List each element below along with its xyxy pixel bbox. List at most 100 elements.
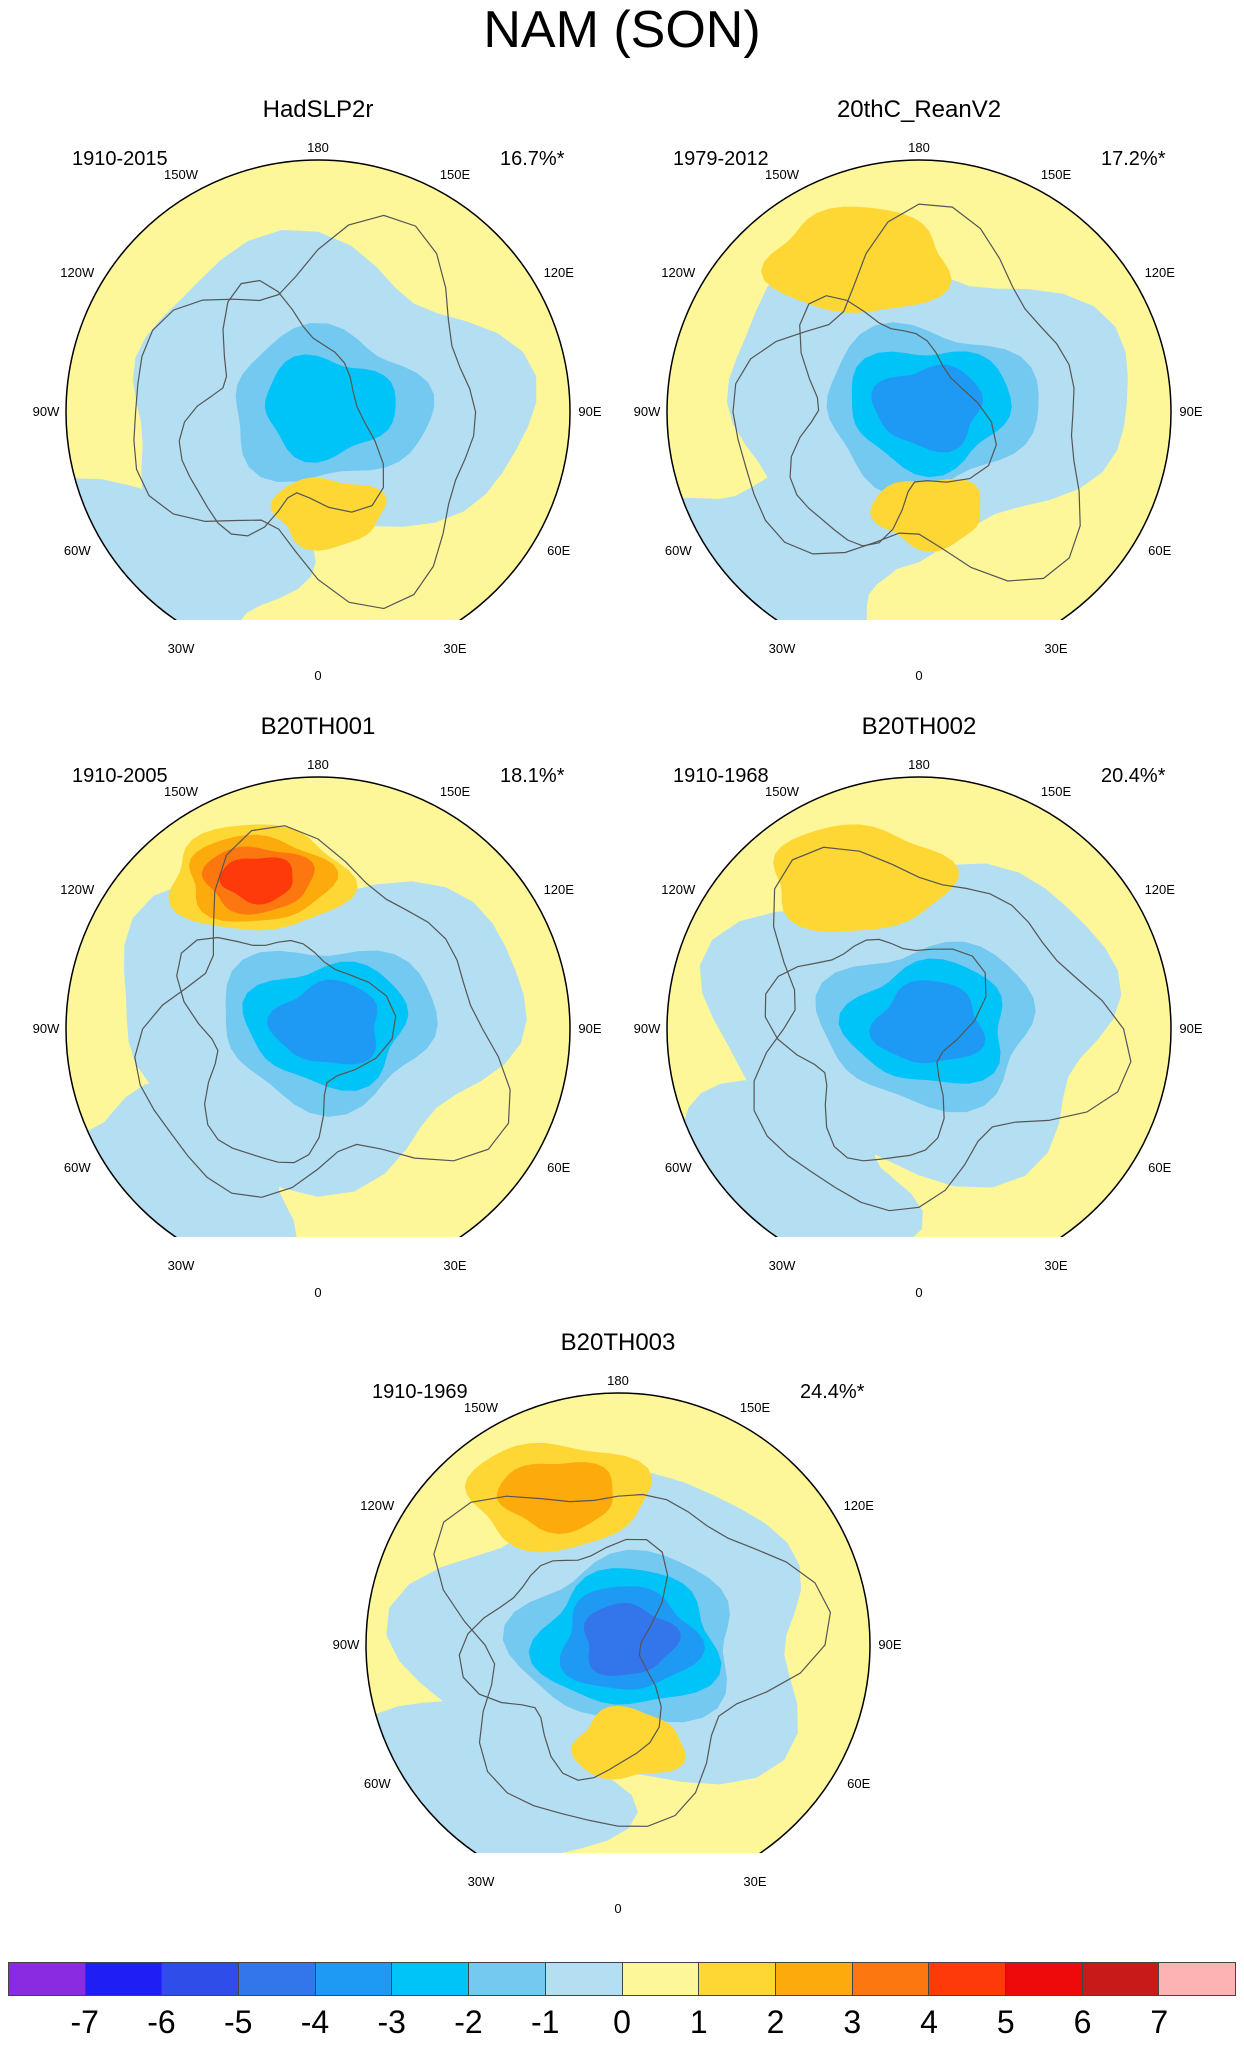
coastline bbox=[458, 1538, 669, 1781]
colorbar-swatch bbox=[852, 1963, 930, 1995]
panel-title: B20TH003 bbox=[560, 1329, 676, 1356]
longitude-label: 0 bbox=[915, 668, 923, 683]
coastline bbox=[789, 295, 998, 547]
colorbar-tick: 6 bbox=[1073, 2004, 1092, 2040]
coastline bbox=[176, 936, 397, 1164]
colorbar-tick: 2 bbox=[766, 2004, 785, 2040]
colorbar-tick: -3 bbox=[377, 2004, 406, 2040]
colorbar-swatch bbox=[622, 1963, 700, 1995]
field-high-contour bbox=[570, 1705, 686, 1780]
colorbar-swatch bbox=[469, 1963, 546, 1995]
map-boundary bbox=[666, 776, 1172, 1237]
colorbar-swatch bbox=[1005, 1963, 1083, 1995]
colorbar-tick: -6 bbox=[147, 2004, 176, 2040]
panel-period: 1910-1969 bbox=[372, 1381, 468, 1403]
longitude-label: 90E bbox=[878, 1637, 902, 1652]
longitude-label: 120W bbox=[661, 882, 696, 897]
colorbar-swatch bbox=[162, 1963, 240, 1995]
longitude-label: 90E bbox=[578, 1021, 602, 1036]
longitude-label: 90W bbox=[332, 1637, 360, 1652]
longitude-label: 120W bbox=[661, 265, 696, 280]
longitude-label: 150E bbox=[439, 783, 471, 799]
longitude-label: 90E bbox=[1179, 1021, 1203, 1036]
coastline bbox=[732, 203, 1081, 582]
coastline bbox=[433, 1493, 832, 1827]
field-high-contour bbox=[761, 206, 952, 313]
colorbar-tick: 3 bbox=[843, 2004, 862, 2040]
colorbar-swatch bbox=[929, 1963, 1006, 1995]
colorbar-tick: 4 bbox=[920, 2004, 938, 2040]
longitude-label: 60W bbox=[363, 1776, 391, 1791]
colorbar-tick: -5 bbox=[224, 2004, 253, 2040]
longitude-label: 150W bbox=[765, 783, 799, 799]
polar-map bbox=[666, 776, 1172, 1237]
field-high-contour bbox=[773, 824, 959, 932]
colorbar-swatch bbox=[9, 1963, 86, 1995]
longitude-label: 30E bbox=[443, 1258, 467, 1274]
longitude-label: 180 bbox=[908, 757, 930, 772]
longitude-label: 60W bbox=[63, 543, 91, 558]
longitude-label: 120W bbox=[360, 1498, 395, 1513]
longitude-label: 180 bbox=[607, 1373, 629, 1388]
longitude-label: 0 bbox=[614, 1901, 622, 1916]
colorbar-swatch bbox=[545, 1963, 623, 1995]
longitude-label: 30W bbox=[167, 641, 195, 657]
panel-variance: 20.4%* bbox=[1101, 765, 1166, 787]
coastline bbox=[753, 846, 1132, 1212]
colorbar-swatch bbox=[239, 1963, 316, 1995]
panel-period: 1910-2015 bbox=[72, 148, 168, 170]
colorbar-tick: -4 bbox=[300, 2004, 330, 2040]
longitude-label: 60E bbox=[1148, 543, 1172, 558]
colorbar-swatch bbox=[775, 1963, 853, 1995]
longitude-label: 60E bbox=[547, 543, 571, 558]
polar-map bbox=[365, 1392, 871, 1853]
panel-title: B20TH001 bbox=[260, 713, 376, 740]
colorbar-swatch bbox=[315, 1963, 393, 1995]
colorbar bbox=[8, 1962, 1236, 1996]
panel-variance: 24.4%* bbox=[800, 1381, 865, 1403]
longitude-label: 60E bbox=[847, 1776, 871, 1791]
colorbar-swatch bbox=[85, 1963, 163, 1995]
longitude-label: 30E bbox=[743, 1874, 767, 1890]
colorbar-swatch bbox=[699, 1963, 776, 1995]
longitude-label: 60W bbox=[664, 543, 692, 558]
colorbar-tick: -2 bbox=[454, 2004, 483, 2040]
polar-map bbox=[65, 159, 571, 620]
longitude-label: 150W bbox=[164, 166, 198, 182]
longitude-label: 150W bbox=[464, 1399, 498, 1415]
longitude-label: 180 bbox=[908, 140, 930, 155]
field-low-contour bbox=[267, 979, 378, 1065]
field-high-contour bbox=[219, 857, 293, 905]
field-negative-region bbox=[667, 466, 912, 620]
longitude-label: 60E bbox=[547, 1160, 571, 1175]
longitude-label: 120W bbox=[60, 882, 95, 897]
map-panel-b20th002: B20TH002 1910-1968 20.4%* 180 150E 120E 90E 60E… bbox=[609, 617, 1229, 1300]
field-high-contour bbox=[270, 477, 387, 551]
longitude-label: 30W bbox=[167, 1258, 195, 1274]
colorbar-tick: -1 bbox=[531, 2004, 560, 2040]
longitude-label: 90W bbox=[633, 1021, 661, 1036]
colorbar-tick: 5 bbox=[996, 2004, 1015, 2040]
map-boundary bbox=[65, 776, 571, 1237]
longitude-label: 90E bbox=[578, 404, 602, 419]
map-panel-b20th003: B20TH003 1910-1969 24.4%* 180 150E 120E 90E 60E… bbox=[308, 1233, 928, 1916]
longitude-label: 150W bbox=[765, 166, 799, 182]
longitude-label: 0 bbox=[314, 668, 322, 683]
colorbar-tick-labels: -7 -6 -5 -4 -3 -2 -1 0 1 2 3 4 5 6 7 bbox=[0, 2004, 1244, 2044]
longitude-label: 30E bbox=[1044, 641, 1068, 657]
field-negative-region bbox=[66, 478, 316, 620]
colorbar-tick: 1 bbox=[689, 2004, 708, 2040]
coastline bbox=[178, 279, 385, 537]
longitude-label: 30E bbox=[443, 641, 467, 657]
map-panel-20thc-reanv2: 20thC_ReanV2 1979-2012 17.2%* 180 150E 120E 90… bbox=[609, 0, 1229, 683]
colorbar-swatch bbox=[1082, 1963, 1160, 1995]
panel-variance: 17.2%* bbox=[1101, 148, 1166, 170]
figure-title: NAM (SON) bbox=[483, 1, 761, 59]
panel-variance: 16.7%* bbox=[500, 148, 565, 170]
map-boundary bbox=[666, 159, 1172, 620]
field-low-contour bbox=[264, 354, 396, 463]
field-high-contour bbox=[496, 1462, 613, 1534]
longitude-label: 0 bbox=[915, 1285, 923, 1300]
longitude-label: 60E bbox=[1148, 1160, 1172, 1175]
polar-map bbox=[65, 776, 571, 1237]
